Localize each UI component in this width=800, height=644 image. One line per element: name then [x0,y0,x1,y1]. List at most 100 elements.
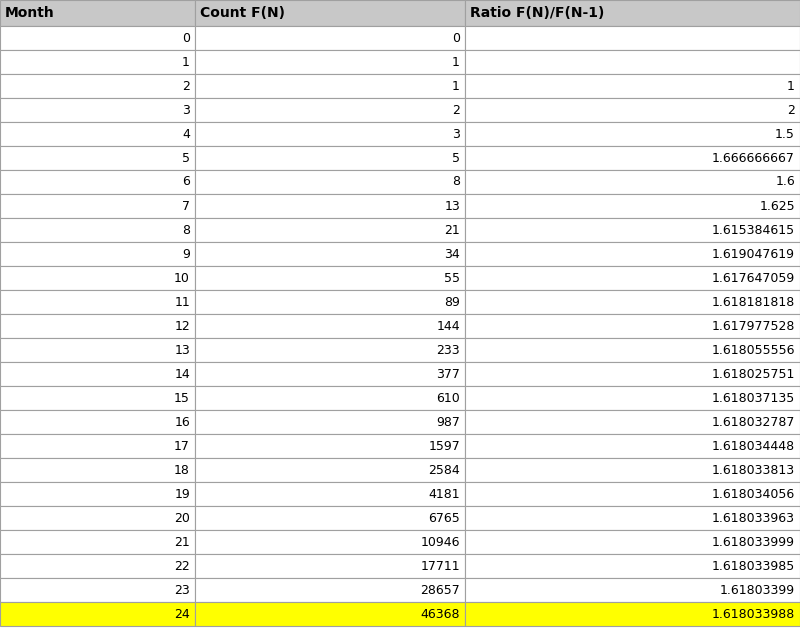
Bar [195,578,465,602]
Text: 233: 233 [436,343,460,357]
Text: 377: 377 [436,368,460,381]
Bar [195,410,465,434]
Bar [0,338,195,362]
Text: 24: 24 [174,607,190,621]
Text: 1.618033813: 1.618033813 [712,464,795,477]
Bar [195,218,465,242]
Bar [0,458,195,482]
Text: 22: 22 [174,560,190,573]
Bar [0,26,195,50]
Text: 1.618033988: 1.618033988 [712,607,795,621]
Bar [465,266,800,290]
Bar [465,122,800,146]
Text: 1.618034056: 1.618034056 [712,488,795,500]
Text: 2: 2 [452,104,460,117]
Text: 55: 55 [444,272,460,285]
Text: 1: 1 [452,79,460,93]
Bar [0,170,195,194]
Text: 17: 17 [174,439,190,453]
Bar [465,98,800,122]
Bar [465,0,800,26]
Text: 1.615384615: 1.615384615 [712,223,795,236]
Bar [0,578,195,602]
Bar [465,146,800,170]
Text: 0: 0 [452,32,460,44]
Bar [465,602,800,626]
Text: 21: 21 [444,223,460,236]
Bar [0,530,195,554]
Text: 1.618025751: 1.618025751 [712,368,795,381]
Text: 1.617977528: 1.617977528 [712,319,795,332]
Text: 18: 18 [174,464,190,477]
Text: Ratio F(N)/F(N-1): Ratio F(N)/F(N-1) [470,6,604,20]
Bar [465,530,800,554]
Bar [195,194,465,218]
Text: 15: 15 [174,392,190,404]
Bar [195,266,465,290]
Text: 11: 11 [174,296,190,308]
Bar [0,482,195,506]
Text: 3: 3 [452,128,460,140]
Text: 1.618037135: 1.618037135 [712,392,795,404]
Bar [0,74,195,98]
Text: 1.625: 1.625 [759,200,795,213]
Bar [465,338,800,362]
Bar [195,530,465,554]
Bar [0,506,195,530]
Text: 1597: 1597 [428,439,460,453]
Bar [465,194,800,218]
Text: 1.5: 1.5 [775,128,795,140]
Bar [195,506,465,530]
Text: Count F(N): Count F(N) [200,6,285,20]
Text: 34: 34 [444,247,460,261]
Text: 10946: 10946 [421,536,460,549]
Text: 1.619047619: 1.619047619 [712,247,795,261]
Bar [0,0,195,26]
Bar [0,290,195,314]
Bar [0,602,195,626]
Text: 1.61803399: 1.61803399 [720,583,795,596]
Text: 19: 19 [174,488,190,500]
Bar [195,146,465,170]
Text: 5: 5 [182,151,190,164]
Bar [0,242,195,266]
Bar [0,554,195,578]
Text: Month: Month [5,6,54,20]
Bar [465,50,800,74]
Text: 144: 144 [436,319,460,332]
Text: 6765: 6765 [428,511,460,524]
Text: 2584: 2584 [428,464,460,477]
Text: 12: 12 [174,319,190,332]
Text: 16: 16 [174,415,190,428]
Bar [0,314,195,338]
Bar [465,506,800,530]
Bar [195,338,465,362]
Bar [0,194,195,218]
Text: 6: 6 [182,176,190,189]
Bar [195,0,465,26]
Text: 1.618181818: 1.618181818 [712,296,795,308]
Text: 20: 20 [174,511,190,524]
Text: 1.617647059: 1.617647059 [712,272,795,285]
Bar [0,386,195,410]
Text: 17711: 17711 [420,560,460,573]
Bar [195,50,465,74]
Text: 9: 9 [182,247,190,261]
Bar [465,362,800,386]
Text: 13: 13 [174,343,190,357]
Text: 1.618032787: 1.618032787 [712,415,795,428]
Bar [0,146,195,170]
Bar [195,362,465,386]
Text: 13: 13 [444,200,460,213]
Bar [195,98,465,122]
Text: 21: 21 [174,536,190,549]
Bar [465,314,800,338]
Bar [195,482,465,506]
Bar [0,122,195,146]
Bar [195,458,465,482]
Text: 1.618033985: 1.618033985 [712,560,795,573]
Text: 987: 987 [436,415,460,428]
Text: 1.618034448: 1.618034448 [712,439,795,453]
Text: 1: 1 [787,79,795,93]
Bar [195,434,465,458]
